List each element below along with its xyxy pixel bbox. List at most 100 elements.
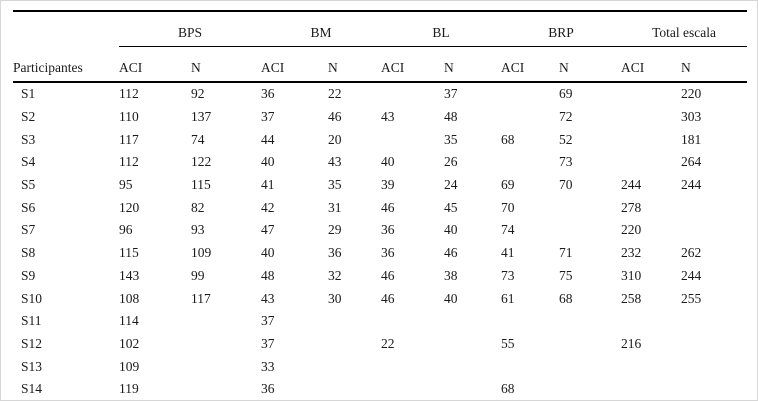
table-row: S10 108 117 43 30 46 40 61 68 258 255 xyxy=(13,287,747,310)
cell: 43 xyxy=(381,109,395,125)
cell: 45 xyxy=(444,199,458,215)
group-header-total-escala: Total escala xyxy=(621,11,748,47)
cell xyxy=(559,378,621,400)
cell: 112 xyxy=(119,86,139,102)
cell xyxy=(381,355,444,378)
cell xyxy=(328,333,381,356)
cell: 72 xyxy=(559,109,573,125)
row-label: S1 xyxy=(21,86,36,102)
group-header-row: Participantes BPS BM BL BRP Total escala xyxy=(13,11,748,83)
cell: 74 xyxy=(191,131,205,147)
cell: 41 xyxy=(261,177,275,193)
cell: 82 xyxy=(191,199,205,215)
cell: 40 xyxy=(444,222,458,238)
row-label: S7 xyxy=(21,222,36,238)
row-label: S6 xyxy=(21,199,36,215)
cell: 68 xyxy=(559,290,573,306)
cell: 37 xyxy=(444,86,458,102)
cell: 75 xyxy=(559,267,573,283)
cell: 43 xyxy=(261,290,275,306)
cell: 137 xyxy=(191,109,212,125)
cell: 38 xyxy=(444,267,458,283)
cell: 115 xyxy=(119,245,139,261)
cell: 32 xyxy=(328,267,342,283)
table-row: S2 110 137 37 46 43 48 72 303 xyxy=(13,106,747,129)
group-header-bm: BM xyxy=(261,11,382,47)
cell xyxy=(559,219,621,242)
cell: 278 xyxy=(621,199,642,215)
group-header-bl: BL xyxy=(381,11,502,47)
cell xyxy=(559,310,621,333)
row-label: S3 xyxy=(21,131,36,147)
cell: 244 xyxy=(681,267,702,283)
subheader-aci: ACI xyxy=(501,46,560,83)
row-label: S14 xyxy=(21,381,43,397)
cell: 310 xyxy=(621,267,642,283)
subheader-aci: ACI xyxy=(621,46,682,83)
cell: 220 xyxy=(621,222,642,238)
cell: 68 xyxy=(501,381,515,397)
cell: 36 xyxy=(381,245,395,261)
cell: 115 xyxy=(191,177,211,193)
cell xyxy=(444,333,501,356)
table-row: S11 114 37 xyxy=(13,310,747,333)
cell xyxy=(444,310,501,333)
cell: 35 xyxy=(444,131,458,147)
cell xyxy=(501,151,559,174)
table-row: S13 109 33 xyxy=(13,355,747,378)
cell: 69 xyxy=(559,86,573,102)
group-header-brp: BRP xyxy=(501,11,622,47)
cell: 255 xyxy=(681,290,702,306)
table-row: S4 112 122 40 43 40 26 73 264 xyxy=(13,151,747,174)
cell xyxy=(559,355,621,378)
cell: 36 xyxy=(261,86,275,102)
cell: 22 xyxy=(381,335,395,351)
cell: 69 xyxy=(501,177,515,193)
cell: 46 xyxy=(381,267,395,283)
cell xyxy=(444,355,501,378)
row-label: S10 xyxy=(21,290,43,306)
cell: 43 xyxy=(328,154,342,170)
cell xyxy=(681,333,747,356)
cell: 262 xyxy=(681,245,702,261)
cell xyxy=(621,128,681,151)
row-label: S8 xyxy=(21,245,36,261)
cell: 117 xyxy=(119,131,139,147)
cell xyxy=(559,333,621,356)
cell: 55 xyxy=(501,335,515,351)
cell: 232 xyxy=(621,245,642,261)
cell: 35 xyxy=(328,177,342,193)
row-label: S5 xyxy=(21,177,36,193)
cell xyxy=(381,378,444,400)
cell: 46 xyxy=(328,109,342,125)
cell: 112 xyxy=(119,154,139,170)
cell: 92 xyxy=(191,86,205,102)
cell xyxy=(191,355,261,378)
cell xyxy=(681,219,747,242)
subheader-aci: ACI xyxy=(381,46,445,83)
cell: 30 xyxy=(328,290,342,306)
cell: 42 xyxy=(261,199,275,215)
cell xyxy=(191,310,261,333)
cell: 29 xyxy=(328,222,342,238)
cell: 73 xyxy=(559,154,573,170)
table-row: S5 95 115 41 35 39 24 69 70 244 244 xyxy=(13,174,747,197)
table-row: S8 115 109 40 36 36 46 41 71 232 262 xyxy=(13,242,747,265)
cell: 40 xyxy=(261,245,275,261)
cell: 46 xyxy=(381,290,395,306)
subheader-n: N xyxy=(444,46,502,83)
cell: 31 xyxy=(328,199,342,215)
cell: 40 xyxy=(381,154,395,170)
cell xyxy=(191,378,261,400)
cell: 40 xyxy=(261,154,275,170)
cell: 37 xyxy=(261,335,275,351)
cell: 37 xyxy=(261,313,275,329)
cell xyxy=(381,128,444,151)
cell: 74 xyxy=(501,222,515,238)
cell: 99 xyxy=(191,267,205,283)
cell xyxy=(621,82,681,106)
cell: 26 xyxy=(444,154,458,170)
cell: 48 xyxy=(444,109,458,125)
cell: 68 xyxy=(501,131,515,147)
subheader-row: ACI N ACI N ACI N ACI N ACI N xyxy=(13,46,748,83)
